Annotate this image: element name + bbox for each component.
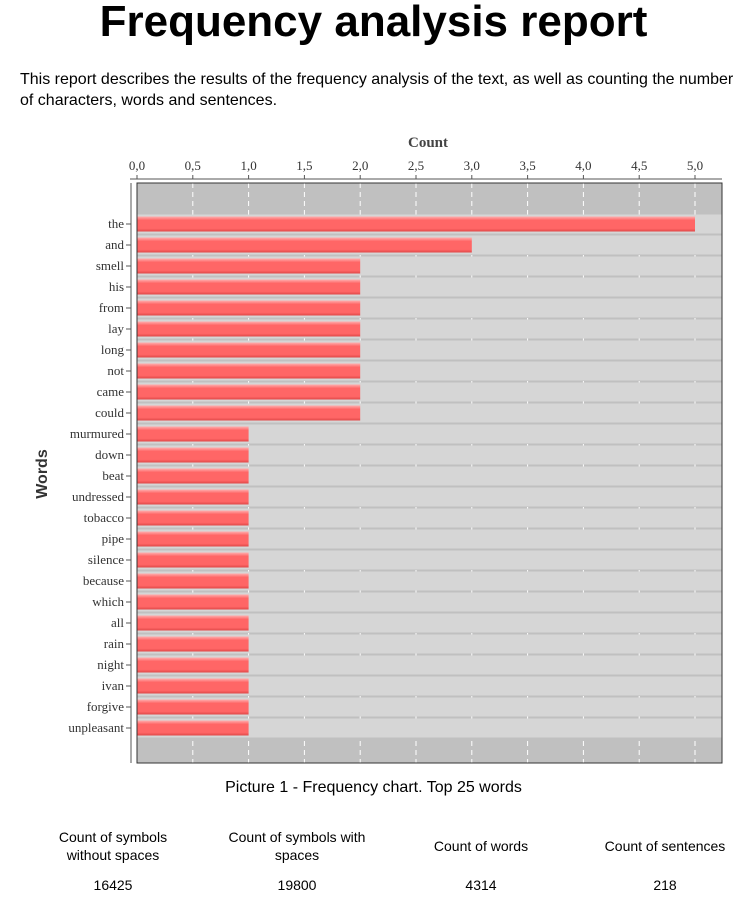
- bar: [137, 279, 361, 295]
- bar-band: [137, 466, 722, 486]
- stat-value-symbols-without-spaces: 16425: [93, 877, 133, 893]
- stat-value-symbols-with-spaces: 19800: [277, 877, 317, 893]
- x-tick-label: 1,5: [296, 158, 312, 173]
- y-tick-label: long: [101, 342, 125, 357]
- stat-value-sentences: 218: [653, 877, 677, 893]
- bar: [137, 237, 472, 253]
- y-tick-label: silence: [88, 552, 124, 567]
- x-tick-label: 0,5: [185, 158, 201, 173]
- y-tick-label: pipe: [102, 531, 125, 546]
- y-tick-label: unpleasant: [68, 720, 124, 735]
- bar: [137, 342, 361, 358]
- bar-band: [137, 445, 722, 465]
- bar: [137, 699, 249, 715]
- bar-band: [137, 697, 722, 717]
- y-tick-label: came: [97, 384, 125, 399]
- y-tick-label: the: [108, 216, 124, 231]
- bar: [137, 384, 361, 400]
- bar: [137, 615, 249, 631]
- x-tick-label: 3,5: [519, 158, 535, 173]
- plot-border: [136, 182, 723, 764]
- bar: [137, 258, 361, 274]
- x-tick-label: 1,0: [240, 158, 256, 173]
- x-tick-label: 0,0: [129, 158, 145, 173]
- x-tick-label: 4,5: [631, 158, 647, 173]
- y-tick-label: his: [109, 279, 124, 294]
- bar: [137, 489, 249, 505]
- bar-band: [137, 571, 722, 591]
- bar-band: [137, 529, 722, 549]
- y-tick-label: down: [95, 447, 124, 462]
- bar: [137, 321, 361, 337]
- y-tick-label: because: [83, 573, 124, 588]
- x-axis-title: Count: [408, 135, 448, 151]
- y-tick-label: could: [95, 405, 124, 420]
- bar: [137, 300, 361, 316]
- y-tick-label: rain: [104, 636, 125, 651]
- bar-band: [137, 718, 722, 738]
- x-tick-label: 2,0: [352, 158, 368, 173]
- bar-band: [137, 613, 722, 633]
- y-tick-label: all: [111, 615, 124, 630]
- y-tick-label: and: [105, 237, 124, 252]
- x-tick-label: 3,0: [464, 158, 480, 173]
- bar-band: [137, 655, 722, 675]
- bar: [137, 426, 249, 442]
- bar: [137, 531, 249, 547]
- chart-caption: Picture 1 - Frequency chart. Top 25 word…: [225, 779, 522, 796]
- stat-label-symbols-with-spaces: Count of symbols with spaces: [228, 829, 366, 863]
- y-tick-label: tobacco: [84, 510, 124, 525]
- bar-band: [137, 634, 722, 654]
- y-tick-label: beat: [102, 468, 124, 483]
- frequency-chart: 0,0 0,5 1,0 1,5 2,0 2,5 3,0 3,5 4,0 4,5 5,0 Count Wo…: [34, 135, 723, 764]
- y-tick-label: night: [97, 657, 124, 672]
- y-tick-label: from: [99, 300, 124, 315]
- bar-band: [137, 550, 722, 570]
- bar: [137, 447, 249, 463]
- bar: [137, 552, 249, 568]
- bar: [137, 636, 249, 652]
- stat-label-symbols-without-spaces: Count of symbols without spaces: [58, 829, 168, 863]
- bar: [137, 720, 249, 736]
- bar-band: [137, 676, 722, 696]
- bar: [137, 594, 249, 610]
- y-tick-label: smell: [96, 258, 125, 273]
- bar: [137, 510, 249, 526]
- y-tick-label: which: [92, 594, 124, 609]
- stat-label-sentences: Count of sentences: [604, 838, 726, 854]
- bar: [137, 405, 361, 421]
- y-tick-label: forgive: [87, 699, 125, 714]
- y-tick-label: not: [107, 363, 124, 378]
- bar-band: [137, 508, 722, 528]
- bar: [137, 468, 249, 484]
- report-title: Frequency analysis report: [99, 0, 648, 46]
- stat-value-words: 4314: [465, 877, 497, 893]
- bar: [137, 216, 695, 232]
- bar: [137, 678, 249, 694]
- x-tick-label: 2,5: [408, 158, 424, 173]
- y-tick-label: murmured: [70, 426, 125, 441]
- bar: [137, 573, 249, 589]
- x-tick-label: 4,0: [575, 158, 591, 173]
- bar: [137, 363, 361, 379]
- stat-label-words: Count of words: [433, 838, 529, 854]
- bar: [137, 657, 249, 673]
- y-tick-label: undressed: [72, 489, 124, 504]
- bar-band: [137, 487, 722, 507]
- bar-band: [137, 592, 722, 612]
- y-axis-title: Words: [34, 449, 51, 499]
- y-tick-label: ivan: [102, 678, 125, 693]
- x-tick-label: 5,0: [687, 158, 703, 173]
- bar-band: [137, 424, 722, 444]
- y-tick-label: lay: [108, 321, 124, 336]
- report-intro: This report describes the results of the…: [20, 71, 734, 109]
